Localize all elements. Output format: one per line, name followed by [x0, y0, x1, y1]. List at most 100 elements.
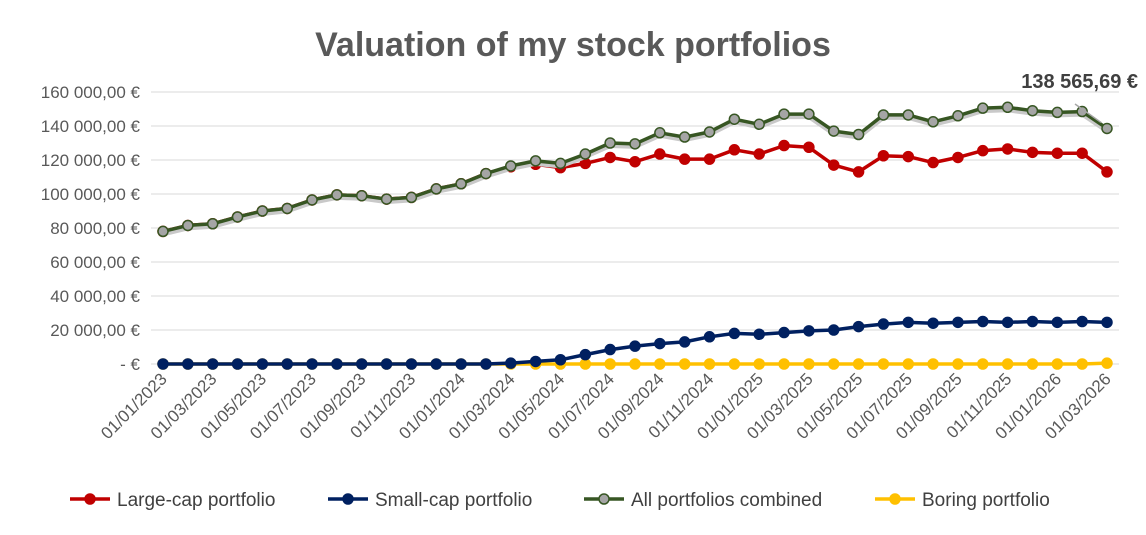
data-point	[877, 150, 890, 162]
data-point	[157, 225, 169, 238]
data-point	[405, 191, 418, 204]
data-point	[1051, 106, 1064, 119]
data-point	[952, 316, 964, 329]
data-point	[256, 358, 269, 370]
data-point	[753, 328, 765, 340]
data-point	[430, 358, 443, 370]
data-point	[281, 358, 293, 370]
data-point	[455, 178, 467, 190]
annotation-leader-line	[1074, 103, 1102, 124]
data-point	[182, 219, 194, 232]
data-point	[554, 354, 567, 366]
data-point	[629, 155, 641, 168]
data-point	[654, 337, 666, 350]
data-point	[827, 358, 840, 370]
data-point	[902, 150, 915, 163]
series-layer	[157, 101, 1113, 370]
data-point	[728, 358, 741, 370]
x-axis-tick-labels: 01/01/202301/03/202301/05/202301/07/2023…	[97, 369, 1115, 443]
data-point	[753, 148, 765, 160]
data-point	[480, 358, 492, 370]
legend-item-all-portfolios-combined: All portfolios combined	[584, 490, 822, 511]
data-point	[629, 358, 641, 370]
data-point	[728, 144, 741, 156]
data-point	[927, 116, 939, 128]
data-point	[331, 358, 343, 370]
y-tick-label: 120 000,00 €	[41, 151, 141, 170]
data-point	[1001, 358, 1014, 370]
legend-marker	[889, 493, 901, 505]
data-point	[803, 108, 815, 120]
data-point	[306, 358, 318, 370]
data-point	[1076, 315, 1088, 328]
data-point	[927, 156, 939, 169]
data-point	[977, 315, 989, 328]
data-point	[852, 128, 865, 141]
data-point	[728, 113, 741, 125]
data-point	[604, 151, 616, 164]
data-point	[355, 189, 368, 202]
data-point	[157, 358, 169, 370]
data-point	[877, 318, 890, 330]
data-point	[678, 358, 691, 370]
legend-label: Boring portfolio	[922, 490, 1050, 511]
data-point	[927, 358, 939, 370]
data-point	[529, 155, 542, 167]
data-point	[1101, 316, 1113, 329]
data-point	[803, 141, 815, 153]
data-point	[579, 348, 592, 361]
data-point	[1076, 105, 1088, 118]
data-point	[952, 358, 964, 370]
data-point	[952, 110, 964, 122]
data-point	[231, 211, 244, 223]
data-point	[902, 109, 915, 121]
y-tick-label: 140 000,00 €	[41, 117, 141, 136]
y-tick-label: 20 000,00 €	[50, 321, 140, 340]
data-point	[604, 137, 616, 149]
data-point	[703, 153, 716, 165]
legend-marker	[342, 493, 354, 505]
chart-title: Valuation of my stock portfolios	[315, 26, 831, 64]
legend-label: Small-cap portfolio	[375, 490, 532, 511]
data-point	[505, 357, 517, 369]
y-tick-label: - €	[120, 355, 140, 374]
legend-marker	[84, 493, 96, 505]
data-point	[654, 358, 666, 370]
data-point	[852, 166, 865, 178]
data-point	[678, 131, 691, 143]
data-point	[728, 327, 741, 340]
data-point	[803, 358, 815, 370]
legend-label: All portfolios combined	[631, 490, 822, 511]
data-point	[281, 202, 293, 215]
data-point	[803, 325, 815, 337]
data-point	[554, 157, 567, 170]
data-point	[182, 358, 194, 370]
legend-item-small-cap-portfolio: Small-cap portfolio	[328, 490, 532, 511]
series-line-shadow	[162, 108, 1109, 237]
series-all-portfolios-combined	[157, 101, 1113, 238]
data-point	[1101, 166, 1113, 178]
data-point	[579, 358, 592, 370]
data-point	[1026, 104, 1039, 117]
data-point	[827, 324, 840, 336]
data-point	[1001, 143, 1014, 155]
data-point	[1101, 122, 1113, 135]
data-point	[306, 194, 318, 206]
data-point	[753, 118, 765, 131]
data-point	[231, 358, 244, 370]
gridlines	[151, 91, 1119, 331]
data-point	[1026, 358, 1039, 370]
annotation-layer: 138 565,69 €	[1021, 71, 1138, 124]
data-point	[902, 316, 915, 329]
data-point	[355, 358, 368, 370]
data-point	[654, 127, 666, 139]
data-point	[1026, 315, 1039, 328]
y-tick-label: 40 000,00 €	[50, 287, 140, 306]
data-point	[977, 102, 989, 114]
data-point	[703, 331, 716, 343]
data-point	[1076, 147, 1088, 159]
data-point	[1076, 358, 1088, 370]
data-point	[256, 205, 269, 217]
data-point	[206, 358, 219, 370]
